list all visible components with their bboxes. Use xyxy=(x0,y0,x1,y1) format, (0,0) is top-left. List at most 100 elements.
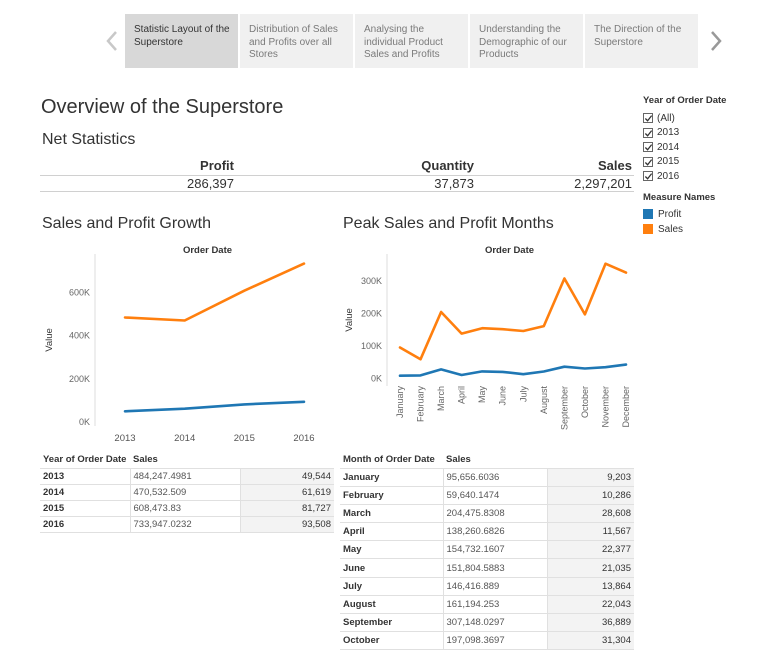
x-tick-label: April xyxy=(457,386,467,404)
sales-profit-growth-chart[interactable]: Order Date Value 0K 200K 400K 600K 2013 2014 201… xyxy=(40,240,325,450)
filter-option-label: 2016 xyxy=(657,170,680,182)
sales-cell: 138,260.6826 xyxy=(442,522,547,541)
year-table-row: 2015 608,473.83 81,727 xyxy=(40,499,334,516)
sales-profit-growth-title: Sales and Profit Growth xyxy=(42,215,211,232)
filter-option[interactable]: 2013 xyxy=(643,126,763,141)
row-label: June xyxy=(340,558,443,578)
sales-cell: 484,247.4981 xyxy=(129,467,240,484)
profit-cell: 22,043 xyxy=(546,594,634,614)
profit-cell: 22,377 xyxy=(546,540,634,559)
month-table-row: October 197,098.3697 31,304 xyxy=(340,631,634,651)
story-point-3[interactable]: Analysing the individual Product Sales a… xyxy=(355,14,468,68)
x-tick-label: May xyxy=(477,386,487,404)
checkbox-icon[interactable] xyxy=(643,156,653,167)
profit-column-header xyxy=(240,452,334,468)
y-tick-label: 200K xyxy=(361,308,382,318)
x-tick-label: June xyxy=(498,386,508,406)
legend-title: Measure Names xyxy=(643,191,716,203)
story-points: Statistic Layout of the Superstore Distri… xyxy=(125,14,700,68)
story-navigator: Statistic Layout of the Superstore Distri… xyxy=(104,14,724,68)
legend-item[interactable]: Profit xyxy=(643,207,763,222)
profit-cell: 28,608 xyxy=(546,503,634,523)
filter-option-label: 2015 xyxy=(657,156,680,168)
filter-option-label: 2013 xyxy=(657,127,680,139)
x-tick-label: 2014 xyxy=(174,433,195,444)
profit-cell: 13,864 xyxy=(546,576,634,596)
chevron-left-icon[interactable] xyxy=(104,30,120,52)
month-sales-table: Month of Order Date Sales January 95,656.… xyxy=(340,452,634,651)
x-axis-title: Order Date xyxy=(485,245,534,256)
series-line-profit xyxy=(123,400,306,413)
sales-cell: 161,194.253 xyxy=(442,594,547,614)
legend-swatch xyxy=(643,209,653,219)
y-tick-label: 100K xyxy=(361,341,382,351)
row-label: February xyxy=(340,485,443,505)
filter-option-label: (All) xyxy=(657,112,675,124)
quantity-value: 37,873 xyxy=(434,176,474,191)
story-point-4[interactable]: Understanding the Demographic of our Pro… xyxy=(470,14,583,68)
sales-header: Sales xyxy=(598,158,632,173)
story-point-5[interactable]: The Direction of the Superstore xyxy=(585,14,698,68)
sales-cell: 151,804.5883 xyxy=(442,558,547,578)
story-point-2[interactable]: Distribution of Sales and Profits over a… xyxy=(240,14,353,68)
chevron-right-icon[interactable] xyxy=(708,30,724,52)
profit-value: 286,397 xyxy=(187,176,234,191)
profit-cell: 36,889 xyxy=(546,612,634,632)
row-label: July xyxy=(340,576,443,596)
y-tick-label: 400K xyxy=(69,331,90,341)
checkbox-icon[interactable] xyxy=(643,113,653,124)
sales-column-header: Sales xyxy=(446,454,471,466)
month-table-row: July 146,416.889 13,864 xyxy=(340,576,634,596)
sales-cell: 59,640.1474 xyxy=(442,485,547,505)
x-tick-label: October xyxy=(580,386,590,418)
x-tick-label: July xyxy=(518,386,528,403)
sales-cell: 146,416.889 xyxy=(442,576,547,596)
sales-cell: 307,148.0297 xyxy=(442,612,547,632)
checkbox-icon[interactable] xyxy=(643,171,653,182)
filter-panel: Year of Order Date (All) 2013 2014 2015 2016… xyxy=(643,95,763,237)
profit-cell: 31,304 xyxy=(546,631,634,651)
year-sales-table: Year of Order Date Sales 2013 484,247.498… xyxy=(40,452,334,533)
x-tick-label: 2015 xyxy=(234,433,255,444)
row-label: May xyxy=(340,540,443,559)
filter-option[interactable]: 2016 xyxy=(643,169,763,184)
sales-cell: 204,475.8308 xyxy=(442,503,547,523)
month-table-row: August 161,194.253 22,043 xyxy=(340,594,634,614)
x-axis-title: Order Date xyxy=(183,245,232,256)
sales-cell: 733,947.0232 xyxy=(129,515,240,533)
story-point-1[interactable]: Statistic Layout of the Superstore xyxy=(125,14,238,68)
profit-column-header xyxy=(547,452,634,468)
checkbox-icon[interactable] xyxy=(643,142,653,153)
row-label: January xyxy=(340,467,443,487)
filter-option[interactable]: 2014 xyxy=(643,140,763,155)
filter-option[interactable]: (All) xyxy=(643,111,763,126)
legend-swatch xyxy=(643,224,653,234)
x-tick-label: December xyxy=(621,386,631,428)
sales-cell: 608,473.83 xyxy=(129,499,240,516)
row-label: 2015 xyxy=(40,499,130,516)
checkbox-icon[interactable] xyxy=(643,127,653,138)
peak-months-chart[interactable]: Order Date Value 0K 100K 200K 300K January Febr… xyxy=(340,240,635,440)
sales-value: 2,297,201 xyxy=(574,176,632,191)
x-tick-label: 2016 xyxy=(293,433,314,444)
sales-cell: 197,098.3697 xyxy=(442,631,547,651)
x-tick-label: November xyxy=(600,386,610,428)
row-label: 2013 xyxy=(40,467,130,484)
year-filter-title: Year of Order Date xyxy=(643,95,727,106)
quantity-header: Quantity xyxy=(421,158,474,173)
y-axis-title: Value xyxy=(44,328,55,352)
profit-cell: 9,203 xyxy=(546,467,634,487)
year-table-row: 2013 484,247.4981 49,544 xyxy=(40,467,334,484)
series-line-sales xyxy=(123,262,306,322)
x-tick-label: February xyxy=(416,386,426,423)
x-tick-label: August xyxy=(539,386,549,415)
y-tick-label: 200K xyxy=(69,374,90,384)
year-table-row: 2016 733,947.0232 93,508 xyxy=(40,515,334,533)
profit-cell: 93,508 xyxy=(239,515,334,533)
row-label: September xyxy=(340,612,443,632)
series-line-profit xyxy=(398,363,628,377)
y-tick-label: 0K xyxy=(79,417,90,427)
month-table-row: September 307,148.0297 36,889 xyxy=(340,612,634,632)
filter-option[interactable]: 2015 xyxy=(643,155,763,170)
legend-item[interactable]: Sales xyxy=(643,222,763,237)
